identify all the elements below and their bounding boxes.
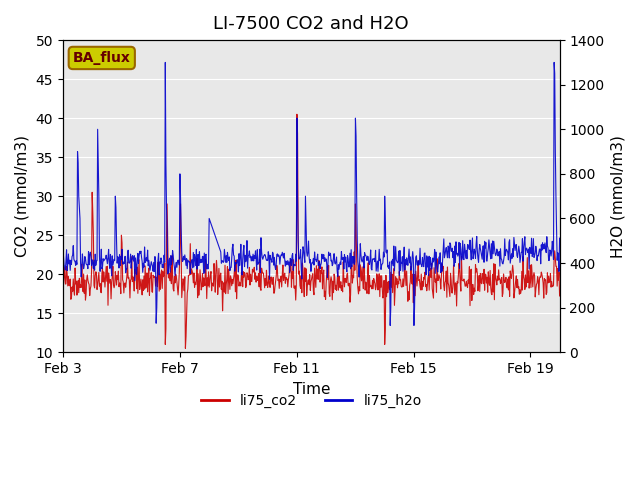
Legend: li75_co2, li75_h2o: li75_co2, li75_h2o <box>195 389 428 414</box>
X-axis label: Time: Time <box>292 382 330 396</box>
Y-axis label: CO2 (mmol/m3): CO2 (mmol/m3) <box>15 135 30 257</box>
Y-axis label: H2O (mmol/m3): H2O (mmol/m3) <box>610 135 625 258</box>
Text: BA_flux: BA_flux <box>73 51 131 65</box>
Title: LI-7500 CO2 and H2O: LI-7500 CO2 and H2O <box>213 15 409 33</box>
